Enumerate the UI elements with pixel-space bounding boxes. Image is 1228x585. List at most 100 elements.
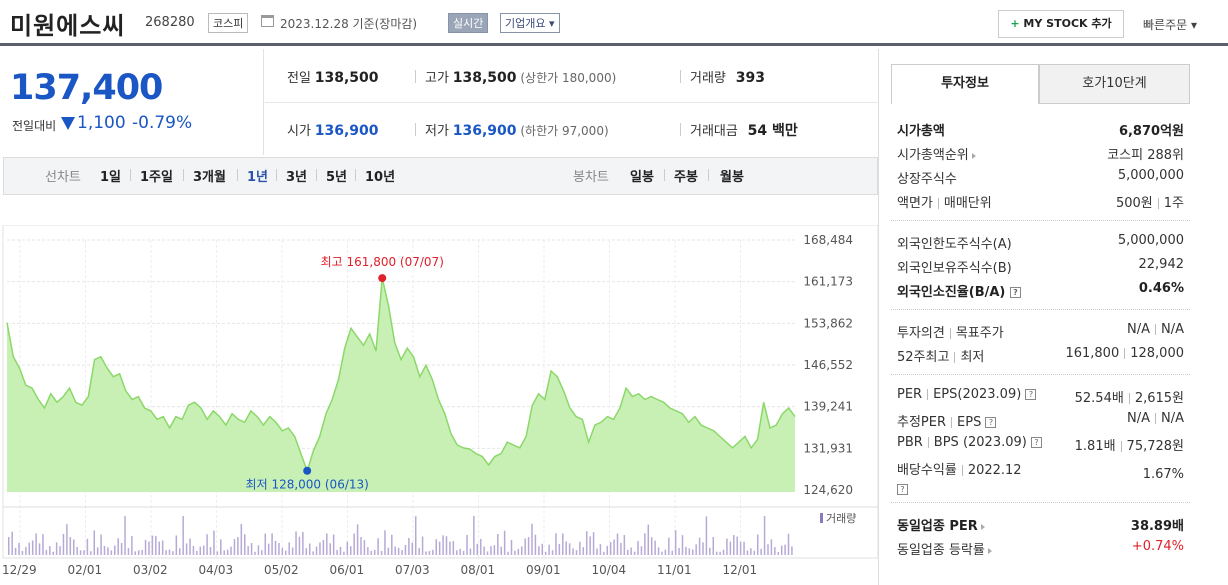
volume-bar (326, 533, 328, 555)
volume-bar (640, 546, 643, 555)
tab-3month[interactable]: 3개월 (193, 170, 226, 185)
volume-bar (606, 545, 608, 555)
help-icon[interactable]: ? (1009, 287, 1021, 298)
tab-daily[interactable]: 일봉 (630, 170, 654, 185)
per-row: PER EPS(2023.09) ? 52.54배 2,615원 (897, 387, 1184, 406)
volume-bar (544, 551, 547, 555)
volume-bar (394, 546, 396, 555)
volume-bar (507, 551, 509, 555)
help-icon[interactable]: ? (985, 417, 997, 428)
y-tick-label: 131,931 (803, 441, 853, 455)
x-tick-label: 05/02 (264, 563, 299, 577)
volume-bar (66, 524, 68, 555)
diff-label: 전일대비 (12, 119, 57, 133)
face-value-row: 액면가 매매단위 500원 1주 (897, 196, 1184, 211)
volume-bar (274, 540, 277, 555)
volume-bar (83, 550, 85, 555)
volume-bar (120, 543, 123, 555)
volume-bar (633, 551, 636, 555)
volume-bar (425, 551, 427, 555)
volume-bar (476, 543, 479, 555)
candle-chart-label: 봉차트 (573, 170, 609, 185)
volume-bar (630, 547, 632, 555)
volume-bar (712, 537, 715, 555)
y-tick-label: 153,862 (803, 316, 853, 330)
volume-bar (387, 547, 390, 555)
volume-bar (726, 538, 728, 555)
volume-bar (702, 542, 704, 555)
volume-bar (709, 547, 711, 555)
tab-1day[interactable]: 1일 (100, 170, 122, 185)
volume-bar (288, 542, 290, 555)
help-icon[interactable]: ? (1025, 389, 1037, 400)
diff-percent: -0.79% (132, 113, 193, 133)
volume-bar (308, 543, 311, 555)
down-triangle-icon (61, 117, 75, 130)
x-tick-label: 12/01 (722, 563, 758, 577)
price-area (7, 278, 795, 492)
volume-bar (206, 534, 208, 555)
sector-per-row: 동일업종 PER 38.89배 (897, 519, 1184, 534)
tab-3year[interactable]: 3년 (286, 170, 308, 185)
volume-bar (247, 546, 249, 555)
tab-1year[interactable]: 1년 (247, 170, 269, 185)
stock-name: 미원에스씨 (10, 12, 126, 40)
tab-investment-info[interactable]: 투자정보 (891, 64, 1039, 104)
volume-bar (350, 546, 352, 555)
volume-bar (531, 523, 533, 555)
volume-bar (353, 533, 355, 555)
volume-bar (363, 540, 366, 555)
help-icon[interactable]: ? (1030, 437, 1042, 448)
volume-bar (756, 534, 759, 555)
tab-5year[interactable]: 5년 (326, 170, 348, 185)
volume-bar (770, 539, 773, 555)
volume-bar (551, 550, 554, 555)
volume-bar (18, 542, 20, 555)
volume-bar (514, 550, 516, 555)
tab-10year[interactable]: 10년 (365, 170, 396, 185)
calendar-icon (261, 15, 274, 27)
volume-bar (743, 541, 745, 555)
day-high: 고가 138,500 (상한가 180,000) (425, 70, 617, 86)
tab-order-book[interactable]: 호가10단계 (1039, 64, 1190, 104)
volume-bar (240, 523, 243, 555)
tab-divider (708, 169, 709, 181)
price-chart[interactable]: 168,484 161,173 153,862 146,552 139,241 131,9… (0, 225, 880, 565)
market-cap-row: 시가총액 6,870억원 (897, 124, 1184, 139)
volume-bar (582, 547, 585, 555)
x-tick-label: 06/01 (329, 563, 365, 577)
volume-bar (62, 533, 65, 555)
volume-bar (657, 547, 660, 555)
volume-bar (442, 535, 444, 555)
tab-monthly[interactable]: 월봉 (720, 170, 744, 185)
volume-bar (674, 530, 677, 555)
volume-bar (257, 545, 260, 555)
volume-bar (401, 549, 403, 555)
volume-bar (397, 547, 400, 555)
volume-bar (661, 551, 663, 555)
volume-bar (11, 531, 13, 555)
volume-bar (575, 550, 578, 555)
tab-1week[interactable]: 1주일 (140, 170, 173, 185)
volume-bar (100, 534, 102, 555)
volume-bar (69, 537, 72, 555)
volume-bar (49, 546, 51, 555)
tab-weekly[interactable]: 주봉 (674, 170, 698, 185)
y-tick-label: 124,620 (803, 483, 853, 497)
volume-bar (336, 549, 338, 555)
my-stock-add-button[interactable]: + MY STOCK 추가 (998, 10, 1124, 38)
volume-bar (763, 515, 766, 555)
volume-bar (466, 534, 468, 555)
fast-order-button[interactable]: 빠른주문 ▾ (1143, 18, 1197, 32)
volume-bar (237, 537, 239, 555)
volume-bar (715, 551, 718, 555)
volume-bar (25, 547, 27, 555)
realtime-button[interactable]: 실시간 (448, 13, 489, 33)
volume-bar (52, 551, 54, 555)
pbr-row: PBR BPS (2023.09) ? 1.81배 75,728원 (897, 435, 1184, 454)
volume-bar (695, 544, 697, 555)
volume-bar (503, 530, 506, 555)
help-icon[interactable]: ? (897, 484, 908, 495)
volume-bar (469, 548, 472, 555)
company-overview-dropdown[interactable]: 기업개요 ▾ (500, 13, 560, 33)
